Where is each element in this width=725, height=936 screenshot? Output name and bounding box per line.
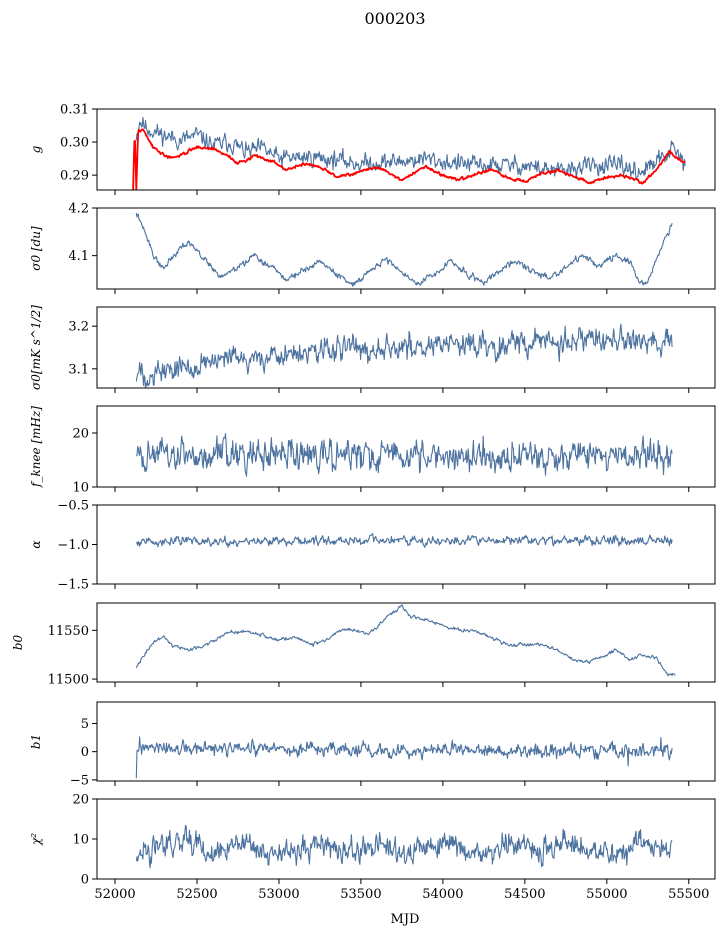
panel-2: 4.1 4.2 σ0 [du] bbox=[29, 202, 716, 294]
series-line-data bbox=[135, 604, 676, 677]
panel-3: 3.1 3.2 σ0[mK s^1/2] bbox=[29, 305, 716, 393]
x-tick-label: 53000 bbox=[258, 887, 299, 902]
x-tick-label: 54000 bbox=[422, 887, 463, 902]
y-axis-label: b0 bbox=[11, 634, 25, 650]
y-tick-label: −1.0 bbox=[57, 538, 89, 553]
series-line-model bbox=[132, 128, 686, 190]
series-line-data bbox=[135, 116, 686, 180]
y-tick-label: −5 bbox=[70, 773, 89, 788]
y-tick-label: 0.30 bbox=[60, 136, 89, 151]
figure-title: 000203 bbox=[364, 9, 425, 28]
panel-7: −5 0 5 b1 bbox=[29, 701, 716, 788]
axes-frame bbox=[96, 405, 716, 488]
x-tick-label: 53500 bbox=[340, 887, 381, 902]
y-tick-label: 3.1 bbox=[68, 362, 89, 377]
x-tick-label: 55000 bbox=[586, 887, 627, 902]
panel-4: 10 20 f_knee [mHz] bbox=[29, 405, 716, 496]
panel-8: 0 10 20 52000 52500 53000 53500 54000 54500 55000… bbox=[29, 793, 716, 902]
axes-frame bbox=[96, 306, 716, 389]
y-tick-label: 20 bbox=[72, 427, 89, 442]
axes-frame bbox=[96, 701, 716, 782]
y-axis-label: f_knee [mHz] bbox=[29, 406, 43, 488]
y-tick-label: 10 bbox=[72, 833, 89, 848]
axes-frame bbox=[96, 504, 716, 585]
y-tick-label: 11550 bbox=[48, 624, 89, 639]
y-tick-label: 4.2 bbox=[68, 202, 89, 217]
axes-frame bbox=[96, 602, 716, 683]
y-axis-label: b1 bbox=[29, 734, 43, 749]
y-tick-label: 0 bbox=[81, 873, 89, 888]
panel-1: 0.29 0.30 0.31 g bbox=[29, 103, 716, 195]
x-tick-label: 55500 bbox=[668, 887, 709, 902]
y-axis-label: g bbox=[29, 145, 43, 153]
y-tick-label: 0.29 bbox=[60, 169, 89, 184]
series-line-data bbox=[135, 532, 673, 548]
y-axis-label: χ² bbox=[29, 833, 43, 846]
panel-5: −1.5 −1.0 −0.5 α bbox=[29, 499, 716, 593]
panel-6: 11500 11550 b0 bbox=[11, 602, 716, 688]
series-line-data bbox=[135, 212, 673, 287]
series-line-data bbox=[135, 323, 673, 388]
x-tick-label: 52500 bbox=[176, 887, 217, 902]
x-tick-label: 54500 bbox=[504, 887, 545, 902]
y-tick-label: 3.2 bbox=[68, 320, 89, 335]
y-axis-label: α bbox=[29, 540, 43, 548]
y-tick-label: −0.5 bbox=[57, 499, 89, 514]
y-axis-label: σ0 [du] bbox=[29, 226, 43, 271]
y-tick-label: 0 bbox=[81, 745, 89, 760]
y-tick-label: 20 bbox=[72, 793, 89, 808]
y-tick-label: 10 bbox=[72, 481, 89, 496]
y-axis-label: σ0[mK s^1/2] bbox=[29, 305, 43, 390]
y-tick-label: 0.31 bbox=[60, 103, 89, 118]
y-tick-label: 4.1 bbox=[68, 249, 89, 264]
y-tick-label: −1.5 bbox=[57, 578, 89, 593]
panels: 0.29 0.30 0.31 g 4.1 4.2 σ0 [du] 3.1 3.2 σ0[mK s^… bbox=[11, 103, 716, 902]
series-line-data bbox=[135, 824, 673, 869]
x-axis-label: MJD bbox=[391, 912, 420, 927]
x-tick-label: 52000 bbox=[94, 887, 135, 902]
axes-frame bbox=[96, 207, 716, 290]
y-tick-label: 11500 bbox=[48, 673, 89, 688]
series-line-data bbox=[135, 433, 673, 477]
series-line-data bbox=[135, 736, 673, 779]
axes-frame bbox=[96, 108, 716, 191]
y-tick-label: 5 bbox=[81, 717, 89, 732]
